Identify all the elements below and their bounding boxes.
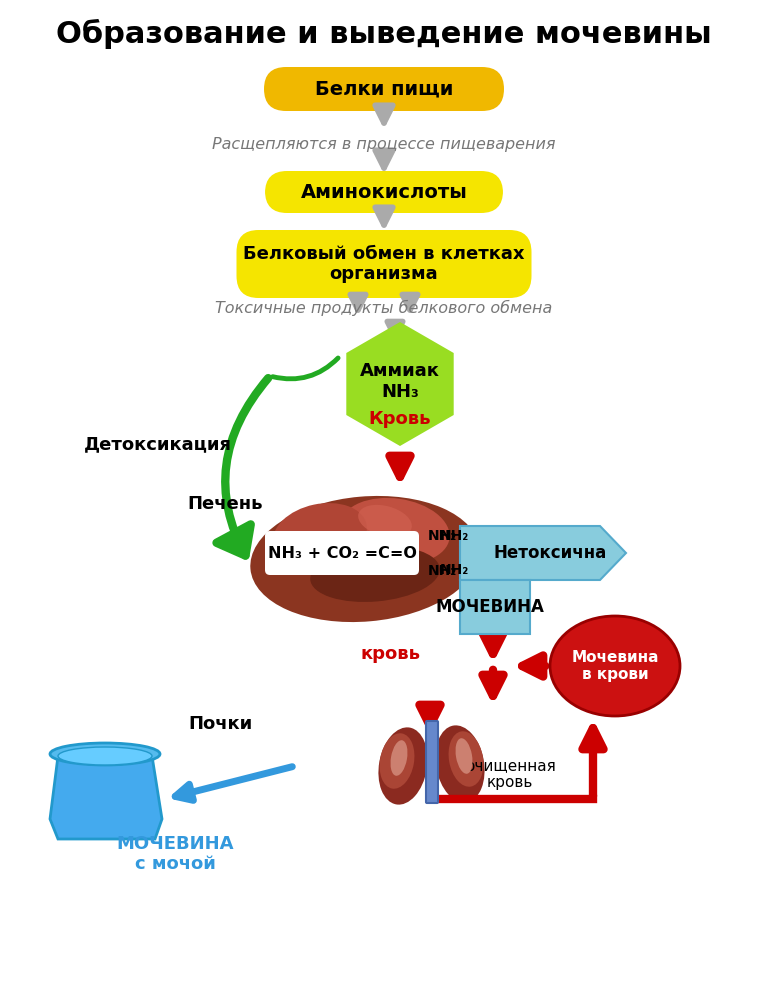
FancyBboxPatch shape: [426, 721, 438, 803]
Ellipse shape: [449, 732, 483, 786]
FancyBboxPatch shape: [237, 230, 531, 298]
Ellipse shape: [435, 726, 485, 802]
Text: Нетоксична: Нетоксична: [493, 544, 607, 562]
Ellipse shape: [379, 728, 428, 804]
Text: Мочевина
в крови: Мочевина в крови: [571, 650, 659, 682]
Ellipse shape: [358, 505, 412, 537]
Ellipse shape: [250, 496, 480, 622]
FancyArrowPatch shape: [217, 378, 268, 556]
Text: Образование и выведение мочевины: Образование и выведение мочевины: [56, 19, 712, 49]
Text: очищенная
кровь: очищенная кровь: [465, 757, 555, 790]
Text: Почки: Почки: [188, 715, 252, 733]
Text: NH₂: NH₂: [428, 564, 457, 578]
Ellipse shape: [379, 734, 415, 788]
Ellipse shape: [273, 503, 367, 565]
Polygon shape: [50, 756, 162, 839]
Text: Токсичные продукты белкового обмена: Токсичные продукты белкового обмена: [215, 300, 553, 316]
Text: NH₂: NH₂: [428, 529, 457, 543]
Ellipse shape: [390, 741, 408, 775]
Text: NH₃: NH₃: [381, 383, 419, 401]
Text: Расщепляются в процессе пищеварения: Расщепляются в процессе пищеварения: [212, 136, 556, 151]
Ellipse shape: [340, 498, 449, 564]
Text: NH₂: NH₂: [440, 563, 469, 577]
Text: Кровь: Кровь: [369, 410, 432, 428]
Ellipse shape: [310, 546, 440, 602]
Text: NH₃ + CO₂ =C=O: NH₃ + CO₂ =C=O: [267, 546, 416, 561]
Text: Белковый обмен в клетках
организма: Белковый обмен в клетках организма: [243, 245, 525, 283]
Text: МОЧЕВИНА
с мочой: МОЧЕВИНА с мочой: [116, 835, 233, 874]
Ellipse shape: [58, 747, 152, 765]
FancyBboxPatch shape: [265, 171, 503, 213]
Text: Аминокислоты: Аминокислоты: [300, 183, 468, 202]
Text: МОЧЕВИНА: МОЧЕВИНА: [435, 598, 545, 616]
Text: Белки пищи: Белки пищи: [315, 80, 453, 98]
Text: Аммиак: Аммиак: [360, 362, 440, 380]
Polygon shape: [460, 580, 530, 634]
Text: кровь: кровь: [360, 645, 420, 663]
Polygon shape: [346, 322, 454, 446]
Ellipse shape: [50, 743, 160, 765]
FancyArrowPatch shape: [273, 358, 338, 379]
Text: NH₂: NH₂: [440, 529, 469, 543]
Polygon shape: [460, 526, 626, 580]
FancyBboxPatch shape: [265, 531, 419, 575]
Text: Детоксикация: Детоксикация: [84, 435, 232, 453]
Ellipse shape: [455, 739, 472, 773]
Text: Печень: Печень: [187, 495, 263, 513]
FancyBboxPatch shape: [264, 67, 504, 111]
Ellipse shape: [550, 616, 680, 716]
